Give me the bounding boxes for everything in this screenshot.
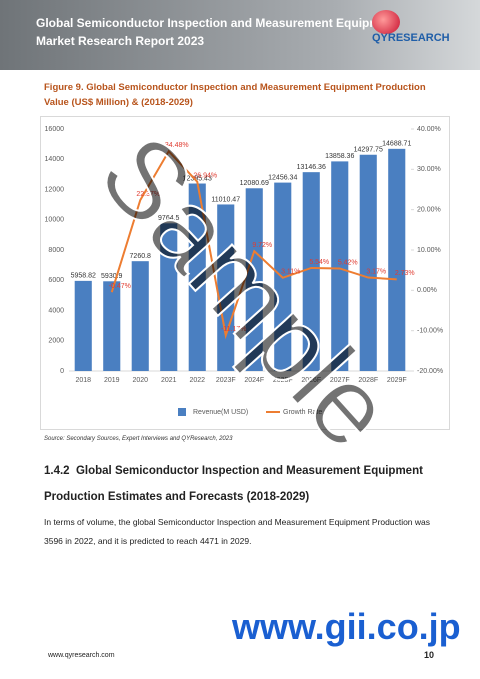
- bar: [388, 148, 406, 371]
- line-value-label: 34.48%: [165, 142, 189, 149]
- line: [110, 149, 397, 340]
- x-tick-label: 2022: [189, 377, 205, 384]
- y-tick-label: 4000: [48, 307, 64, 314]
- x-tick-label: 2024F: [244, 377, 264, 384]
- bar: [217, 204, 235, 371]
- y2-tick-label: 40.00%: [417, 126, 441, 133]
- legend-swatch: [178, 408, 186, 416]
- bar-value-label: 13146.36: [297, 164, 326, 171]
- y2-tick-label: 0.00%: [417, 287, 437, 294]
- line-value-label: -0.47%: [109, 283, 131, 290]
- line-value-label: 5.54%: [309, 259, 329, 266]
- bar-value-label: 14297.75: [354, 147, 383, 154]
- line-value-label: 5.42%: [338, 259, 358, 266]
- header: Global Semiconductor Inspection and Meas…: [0, 0, 480, 70]
- y-tick-label: 14000: [45, 156, 65, 163]
- bar: [131, 261, 149, 371]
- bar: [103, 281, 121, 371]
- report-title: Global Semiconductor Inspection and Meas…: [36, 16, 399, 30]
- line-value-label: 2.73%: [395, 270, 415, 277]
- y-tick-label: 16000: [45, 126, 65, 133]
- chart-frame: 0 2000 4000 6000 8000 10000 12000 14000 16000 -20…: [40, 116, 450, 430]
- bar: [245, 188, 263, 371]
- bar-value-label: 7260.8: [130, 253, 152, 260]
- y2-tick-label: 20.00%: [417, 207, 441, 214]
- y2-tick-label: 10.00%: [417, 247, 441, 254]
- line-value-label: 22.37%: [136, 191, 160, 198]
- x-tick-label: 2021: [161, 377, 177, 384]
- logo-icon: [372, 10, 400, 34]
- x-tick-label: 2018: [75, 377, 91, 384]
- chart: 0 2000 4000 6000 8000 10000 12000 14000 16000 -20…: [45, 126, 443, 416]
- bar-value-label: 14688.71: [382, 141, 411, 148]
- y-tick-label: 10000: [45, 217, 65, 224]
- watermark: www.gii.co.jp: [232, 606, 461, 647]
- bar-value-label: 12080.69: [240, 180, 269, 187]
- bar-value-label: 5930.9: [101, 273, 123, 280]
- bar: [331, 161, 349, 371]
- bar: [160, 223, 178, 371]
- line-value-label: 3.17%: [366, 268, 386, 275]
- paragraph: In terms of volume, the global Semicondu…: [44, 517, 431, 546]
- y-tick-label: 12000: [45, 186, 65, 193]
- line-value-label: 26.94%: [193, 173, 217, 180]
- y-tick-label: 8000: [48, 247, 64, 254]
- legend-label: Growth Rate: [283, 409, 322, 416]
- x-tick-label: 2025F: [273, 377, 293, 384]
- x-tick-label: 2027F: [330, 377, 350, 384]
- bar-value-label: 13858.36: [325, 153, 354, 160]
- legend-label: Revenue(M USD): [193, 409, 248, 416]
- source-note: Source: Secondary Sources, Expert Interv…: [44, 436, 233, 442]
- bar-value-label: 5958.82: [71, 273, 96, 280]
- bar: [302, 172, 320, 371]
- y-tick-label: 2000: [48, 338, 64, 345]
- x-tick-label: 2029F: [387, 377, 407, 384]
- line-value-label: 3.11%: [281, 269, 300, 276]
- y2-tick-label: -20.00%: [417, 368, 443, 375]
- bar: [359, 154, 377, 371]
- y2-tick-label: -10.00%: [417, 328, 443, 335]
- figure-caption: Figure 9. Global Semiconductor Inspectio…: [44, 82, 426, 108]
- logo: QYRESEARCH: [372, 32, 450, 44]
- y-tick-label: 0: [60, 368, 64, 375]
- x-tick-label: 2019: [104, 377, 120, 384]
- bar-value-label: 12395.43: [183, 175, 212, 182]
- bar: [188, 183, 206, 371]
- page-number: 10: [424, 650, 435, 660]
- section-heading: 1.4.2 Global Semiconductor Inspection an…: [44, 458, 444, 510]
- section-title: Global Semiconductor Inspection and Meas…: [44, 465, 423, 503]
- x-tick-label: 2028F: [358, 377, 378, 384]
- bar-value-label: 12456.34: [268, 174, 297, 181]
- bar: [74, 280, 92, 371]
- section-number: 1.4.2: [44, 465, 70, 477]
- line-value-label: 9.72%: [252, 242, 272, 249]
- bar-value-label: 9764.5: [158, 215, 180, 222]
- footer-url: www.qyresearch.com: [48, 652, 115, 659]
- bar-value-label: 11010.47: [211, 196, 240, 203]
- report-title: Market Research Report 2023: [36, 34, 205, 48]
- y-tick-label: 6000: [48, 277, 64, 284]
- x-tick-label: 2026F: [301, 377, 321, 384]
- x-tick-label: 2023F: [216, 377, 236, 384]
- x-tick-label: 2020: [132, 377, 148, 384]
- line-value-label: -11.17%: [221, 326, 247, 333]
- y2-tick-label: 30.00%: [417, 166, 441, 173]
